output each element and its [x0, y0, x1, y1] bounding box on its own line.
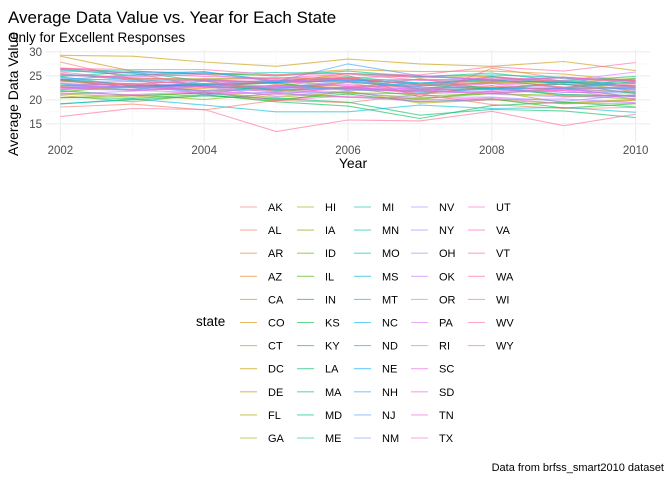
y-axis-title: Average Data Value — [5, 32, 21, 156]
y-tick-label: 25 — [29, 71, 42, 83]
series-line-wy — [60, 80, 636, 95]
chart-caption: Data from brfss_smart2010 dataset — [492, 462, 664, 474]
legend-label-md: MD — [325, 410, 342, 422]
legend-label-ky: KY — [325, 341, 340, 353]
x-tick-label: 2004 — [191, 145, 217, 157]
series-line-sd — [60, 80, 636, 89]
legend-label-dc: DC — [268, 364, 284, 376]
legend-label-or: OR — [439, 294, 456, 306]
y-tick-label: 20 — [29, 95, 42, 107]
legend-label-nh: NH — [382, 387, 398, 399]
y-axis-ticks: 15 20 25 30 — [29, 47, 42, 131]
legend-label-ma: MA — [325, 387, 342, 399]
legend-label-ny: NY — [439, 225, 455, 237]
legend-label-al: AL — [268, 225, 281, 237]
legend-label-ks: KS — [325, 318, 340, 330]
legend-label-oh: OH — [439, 248, 456, 260]
legend-label-ne: NE — [382, 364, 397, 376]
x-axis-ticks: 2002 2004 2006 2008 2010 — [48, 145, 649, 157]
chart-title: Average Data Value vs. Year for Each Sta… — [8, 8, 336, 27]
series-line-or — [60, 71, 636, 82]
x-axis-title: Year — [339, 155, 368, 171]
legend-label-hi: HI — [325, 202, 336, 214]
chart-subtitle: Only for Excellent Responses — [8, 30, 185, 45]
legend-label-va: VA — [496, 225, 511, 237]
legend-label-nm: NM — [382, 433, 399, 445]
x-tick-label: 2010 — [623, 145, 649, 157]
legend-label-in: IN — [325, 294, 336, 306]
legend-label-mi: MI — [382, 202, 394, 214]
legend-label-wi: WI — [496, 294, 509, 306]
y-tick-label: 15 — [29, 119, 42, 131]
legend-label-nv: NV — [439, 202, 455, 214]
legend-label-az: AZ — [268, 271, 282, 283]
legend-label-tn: TN — [439, 410, 454, 422]
legend-label-nd: ND — [382, 341, 398, 353]
legend-label-la: LA — [325, 364, 339, 376]
legend-label-wv: WV — [496, 318, 514, 330]
x-tick-label: 2008 — [479, 145, 505, 157]
series-line-ak — [60, 61, 636, 98]
legend-label-ia: IA — [325, 225, 336, 237]
series-line-de — [60, 90, 636, 105]
legend-label-id: ID — [325, 248, 336, 260]
legend-label-pa: PA — [439, 318, 454, 330]
legend-label-tx: TX — [439, 433, 454, 445]
series-line-tn — [60, 91, 636, 105]
series-line-ky — [60, 94, 636, 120]
legend-label-me: ME — [325, 433, 342, 445]
series-line-in — [60, 90, 636, 109]
legend-label-fl: FL — [268, 410, 281, 422]
legend: AK AL AR AZ CA CO CT DC DE FL GA HI IA ID IL IN KS KY LA MA… — [240, 202, 514, 445]
legend-label-de: DE — [268, 387, 283, 399]
series-line-dc — [60, 54, 636, 72]
series-line-oh — [60, 85, 636, 98]
legend-label-mo: MO — [382, 248, 400, 260]
x-tick-label: 2006 — [335, 145, 361, 157]
legend-label-wa: WA — [496, 271, 514, 283]
series-line-ok — [60, 88, 636, 104]
series-line-tx — [60, 85, 636, 100]
legend-label-wy: WY — [496, 341, 514, 353]
series-line-la — [60, 95, 636, 119]
legend-label-mt: MT — [382, 294, 398, 306]
legend-label-ri: RI — [439, 341, 450, 353]
series-line-ms — [60, 98, 636, 113]
legend-label-ok: OK — [439, 271, 456, 283]
legend-label-co: CO — [268, 318, 285, 330]
legend-label-ga: GA — [268, 433, 285, 445]
series-line-vt — [60, 61, 636, 76]
y-tick-label: 30 — [29, 47, 42, 59]
series-line-wv — [60, 107, 636, 133]
legend-label-ct: CT — [268, 341, 283, 353]
legend-label-ar: AR — [268, 248, 283, 260]
legend-label-il: IL — [325, 271, 334, 283]
legend-label-vt: VT — [496, 248, 510, 260]
legend-label-ak: AK — [268, 202, 283, 214]
legend-label-ms: MS — [382, 271, 399, 283]
legend-label-sd: SD — [439, 387, 454, 399]
legend-label-ca: CA — [268, 294, 284, 306]
x-tick-label: 2002 — [48, 145, 74, 157]
legend-label-nj: NJ — [382, 410, 395, 422]
legend-label-mn: MN — [382, 225, 399, 237]
legend-label-sc: SC — [439, 364, 454, 376]
legend-label-nc: NC — [382, 318, 398, 330]
legend-label-ut: UT — [496, 202, 511, 214]
series-lines — [60, 54, 636, 133]
legend-title: state — [196, 314, 225, 329]
